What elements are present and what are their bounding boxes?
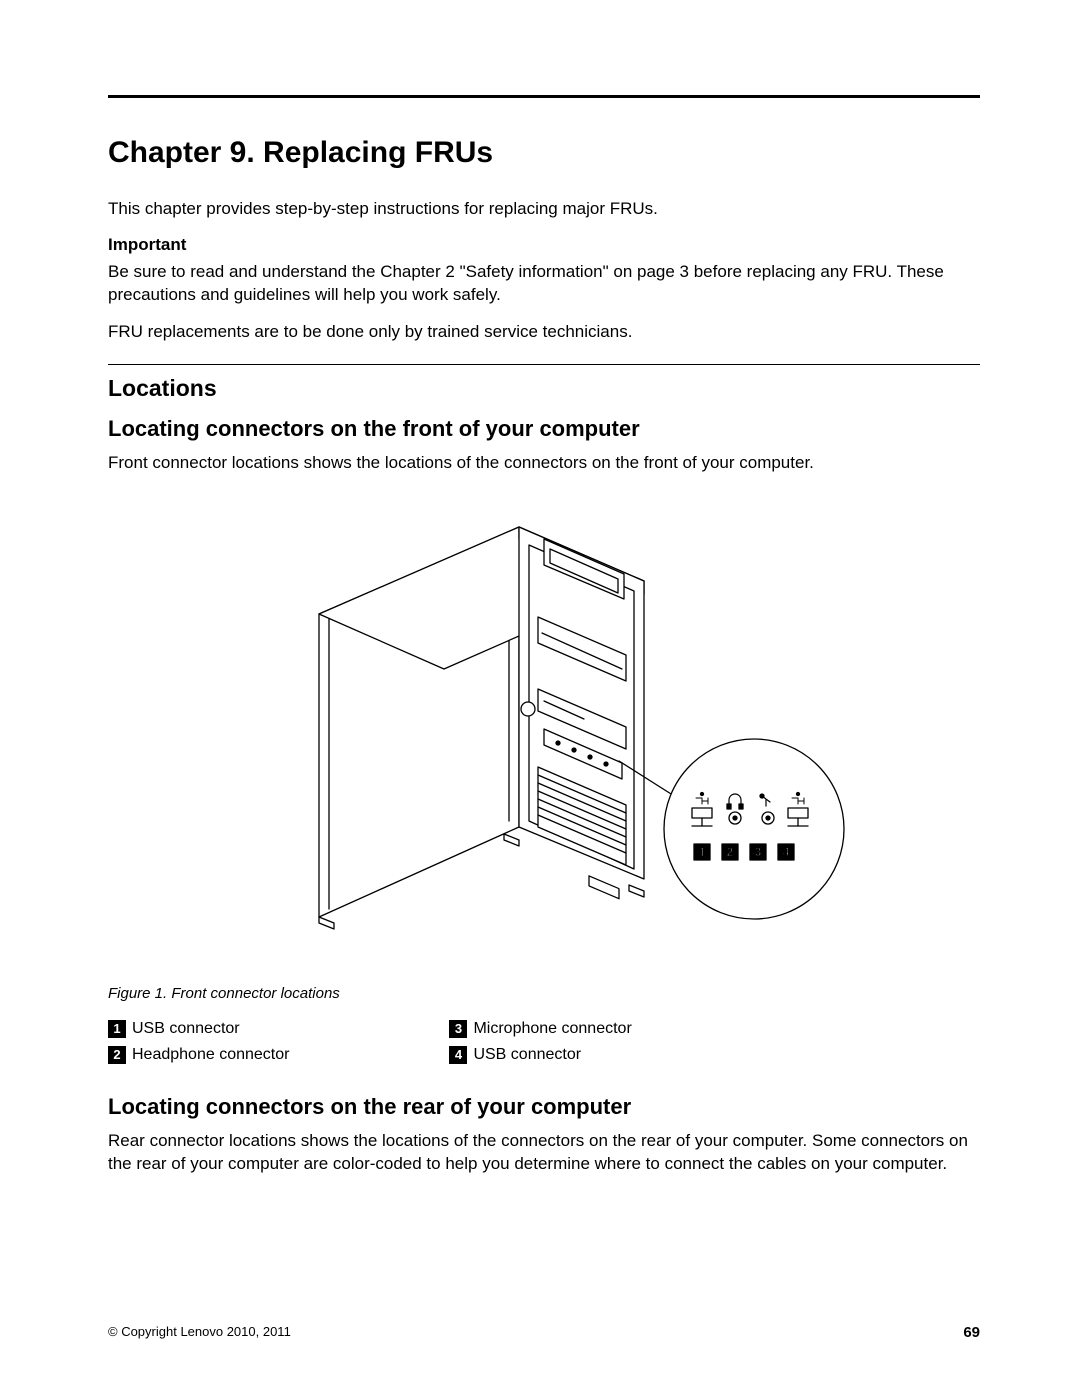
figure-1: 1 2 3 4 Figure 1. Front connector locati… bbox=[108, 499, 980, 1064]
callout-label-4: USB connector bbox=[473, 1046, 581, 1064]
chapter-intro: This chapter provides step-by-step instr… bbox=[108, 198, 980, 221]
important-label: Important bbox=[108, 235, 980, 255]
svg-text:2: 2 bbox=[727, 845, 734, 859]
callout-badge-2: 2 bbox=[108, 1046, 126, 1064]
front-body: Front connector locations shows the loca… bbox=[108, 452, 980, 475]
rear-heading: Locating connectors on the rear of your … bbox=[108, 1094, 980, 1120]
footer-page-number: 69 bbox=[963, 1324, 980, 1341]
important-para2: FRU replacements are to be done only by … bbox=[108, 321, 980, 344]
callout-label-3: Microphone connector bbox=[473, 1020, 631, 1038]
top-rule bbox=[108, 95, 980, 98]
computer-tower-diagram: 1 2 3 4 bbox=[224, 499, 864, 969]
important-para1: Be sure to read and understand the Chapt… bbox=[108, 261, 980, 307]
section-rule bbox=[108, 364, 980, 365]
callout-4: 4 USB connector bbox=[449, 1046, 631, 1064]
svg-text:3: 3 bbox=[755, 845, 762, 859]
svg-text:1: 1 bbox=[699, 845, 706, 859]
callout-label-2: Headphone connector bbox=[132, 1046, 289, 1064]
callout-table: 1 USB connector 2 Headphone connector 3 … bbox=[108, 1020, 980, 1064]
callout-badge-4: 4 bbox=[449, 1046, 467, 1064]
svg-text:4: 4 bbox=[783, 845, 790, 859]
chapter-title: Chapter 9. Replacing FRUs bbox=[108, 136, 980, 170]
callout-3: 3 Microphone connector bbox=[449, 1020, 631, 1038]
footer-copyright: © Copyright Lenovo 2010, 2011 bbox=[108, 1324, 291, 1341]
callout-badge-1: 1 bbox=[108, 1020, 126, 1038]
callout-1: 1 USB connector bbox=[108, 1020, 289, 1038]
figure-1-caption: Figure 1. Front connector locations bbox=[108, 985, 980, 1002]
rear-body: Rear connector locations shows the locat… bbox=[108, 1130, 980, 1176]
front-heading: Locating connectors on the front of your… bbox=[108, 416, 980, 442]
page-footer: © Copyright Lenovo 2010, 2011 69 bbox=[108, 1324, 980, 1341]
callout-2: 2 Headphone connector bbox=[108, 1046, 289, 1064]
locations-heading: Locations bbox=[108, 375, 980, 402]
callout-badge-3: 3 bbox=[449, 1020, 467, 1038]
callout-label-1: USB connector bbox=[132, 1020, 240, 1038]
